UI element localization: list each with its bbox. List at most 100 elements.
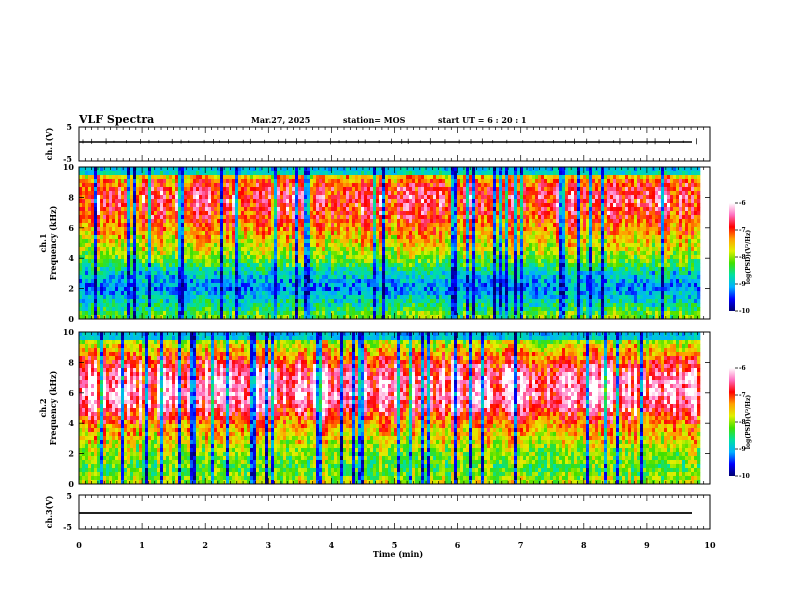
spectrogram-cell	[358, 215, 362, 220]
spectrogram-cell	[331, 275, 335, 280]
spectrogram-cell	[160, 239, 164, 244]
spectrogram-cell	[292, 203, 296, 208]
spectrogram-cell	[199, 215, 203, 220]
spectrogram-cell	[310, 255, 314, 260]
spectrogram-cell	[235, 243, 239, 248]
spectrogram-cell	[385, 275, 389, 280]
spectrogram-cell	[379, 239, 383, 244]
spectrogram-cell	[214, 239, 218, 244]
spectrogram-cell	[322, 183, 326, 188]
spectrogram-cell	[382, 255, 386, 260]
spectrogram-cell	[421, 215, 425, 220]
spectrogram-cell	[208, 183, 212, 188]
spectrogram-cell	[175, 283, 179, 288]
spectrogram-cell	[304, 215, 308, 220]
spectrogram-cell	[199, 187, 203, 192]
spectrogram-cell	[349, 231, 353, 236]
spectrogram-cell	[247, 271, 251, 276]
spectrogram-cell	[112, 187, 116, 192]
spectrogram-cell	[340, 279, 344, 284]
spectrogram-cell	[187, 299, 191, 304]
spectrogram-cell	[175, 259, 179, 264]
spectrogram-cell	[115, 231, 119, 236]
spectrogram-cell	[187, 255, 191, 260]
spectrogram-cell	[178, 271, 182, 276]
spectrogram-cell	[277, 187, 281, 192]
spectrogram-cell	[187, 263, 191, 268]
spectrogram-cell	[355, 283, 359, 288]
spectrogram-cell	[124, 231, 128, 236]
spectrogram-cell	[448, 283, 452, 288]
spectrogram-cell	[244, 295, 248, 300]
spectrogram-cell	[373, 267, 377, 272]
spectrogram-cell	[355, 303, 359, 308]
spectrogram-cell	[160, 183, 164, 188]
spectrogram-cell	[433, 211, 437, 216]
spectrogram-cell	[184, 259, 188, 264]
spectrogram-cell	[271, 287, 275, 292]
spectrogram-cell	[325, 271, 329, 276]
spectrogram-cell	[322, 187, 326, 192]
spectrogram-cell	[142, 231, 146, 236]
spectrogram-cell	[292, 243, 296, 248]
spectrogram-cell	[193, 215, 197, 220]
spectrogram-cell	[451, 207, 455, 212]
spectrogram-cell	[94, 247, 98, 252]
spectrogram-cell	[157, 307, 161, 312]
spectrogram-cell	[256, 307, 260, 312]
spectrogram-cell	[319, 215, 323, 220]
spectrogram-cell	[310, 279, 314, 284]
spectrogram-cell	[124, 259, 128, 264]
spectrogram-cell	[319, 311, 323, 316]
spectrogram-cell	[451, 275, 455, 280]
spectrogram-cell	[325, 199, 329, 204]
spectrogram-cell	[352, 275, 356, 280]
spectrogram-cell	[193, 183, 197, 188]
spectrogram-cell	[457, 203, 461, 208]
spectrogram-cell	[133, 183, 137, 188]
spectrogram-cell	[325, 231, 329, 236]
spectrogram-cell	[433, 287, 437, 292]
spectrogram-cell	[193, 267, 197, 272]
spectrogram-cell	[313, 239, 317, 244]
spectrogram-cell	[319, 187, 323, 192]
spectrogram-cell	[238, 307, 242, 312]
spectrogram-cell	[343, 235, 347, 240]
spectrogram-cell	[262, 219, 266, 224]
spectrogram-cell	[355, 199, 359, 204]
spectrogram-cell	[463, 219, 467, 224]
spectrogram-cell	[406, 203, 410, 208]
spectrogram-cell	[331, 223, 335, 228]
spectrogram-cell	[286, 267, 290, 272]
spectrogram-cell	[343, 303, 347, 308]
spectrogram-cell	[283, 271, 287, 276]
spectrogram-cell	[145, 235, 149, 240]
spectrogram-cell	[79, 203, 83, 208]
spectrogram-cell	[166, 291, 170, 296]
spectrogram-cell	[340, 191, 344, 196]
spectrogram-cell	[82, 279, 86, 284]
spectrogram-cell	[127, 291, 131, 296]
spectrogram-cell	[406, 287, 410, 292]
spectrogram-cell	[232, 215, 236, 220]
spectrogram-cell	[94, 187, 98, 192]
spectrogram-cell	[190, 247, 194, 252]
spectrogram-cell	[403, 199, 407, 204]
spectrogram-cell	[118, 207, 122, 212]
spectrogram-cell	[112, 287, 116, 292]
spectrogram-cell	[118, 179, 122, 184]
spectrogram-cell	[301, 291, 305, 296]
spectrogram-cell	[451, 199, 455, 204]
spectrogram-cell	[247, 219, 251, 224]
spectrogram-cell	[130, 315, 134, 320]
spectrogram-cell	[118, 295, 122, 300]
spectrogram-cell	[418, 219, 422, 224]
spectrogram-cell	[193, 219, 197, 224]
spectrogram-cell	[193, 171, 197, 176]
spectrogram-cell	[136, 227, 140, 232]
spectrogram-cell	[409, 167, 413, 172]
spectrogram-cell	[205, 199, 209, 204]
spectrogram-cell	[433, 183, 437, 188]
spectrogram-cell	[328, 247, 332, 252]
spectrogram-cell	[367, 239, 371, 244]
